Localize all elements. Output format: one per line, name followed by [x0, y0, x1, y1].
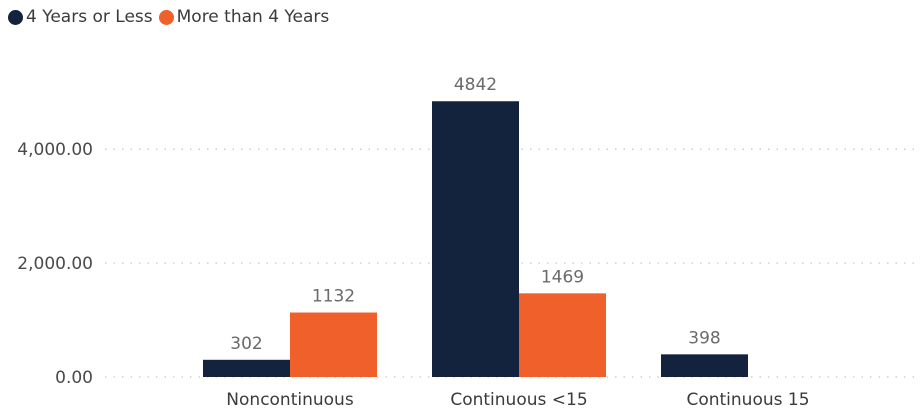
y-tick-label: 0.00 [55, 368, 93, 388]
legend: 4 Years or Less More than 4 Years [8, 5, 335, 29]
bar-4-years-or-less-noncontinuous[interactable] [203, 359, 290, 377]
legend-item-more-than-4-years[interactable]: More than 4 Years [158, 7, 330, 27]
data-label: 1469 [541, 267, 584, 287]
y-tick-label: 4,000.00 [17, 140, 93, 160]
legend-label-more-than-4-years: More than 4 Years [176, 7, 330, 27]
x-category-label: Continuous 15 [686, 390, 809, 410]
legend-marker-more-than-4-years [158, 9, 174, 25]
y-tick-label: 2,000.00 [17, 254, 93, 274]
legend-label-4-years-or-less: 4 Years or Less [26, 7, 153, 27]
data-label: 1132 [312, 287, 355, 307]
bar-more-than-4-years-noncontinuous[interactable] [290, 312, 377, 377]
x-category-label: Continuous <15 [450, 390, 587, 410]
data-label: 302 [230, 334, 262, 354]
bar-4-years-or-less-continuous-15[interactable] [432, 101, 519, 377]
legend-marker-4-years-or-less [8, 9, 23, 25]
data-label: 4842 [454, 75, 497, 95]
legend-item-4-years-or-less[interactable]: 4 Years or Less [8, 7, 153, 27]
data-label: 398 [688, 328, 720, 348]
bar-4-years-or-less-continuous-15[interactable] [661, 354, 748, 377]
x-category-label: Noncontinuous [226, 390, 354, 410]
bar-more-than-4-years-continuous-15[interactable] [519, 293, 606, 377]
